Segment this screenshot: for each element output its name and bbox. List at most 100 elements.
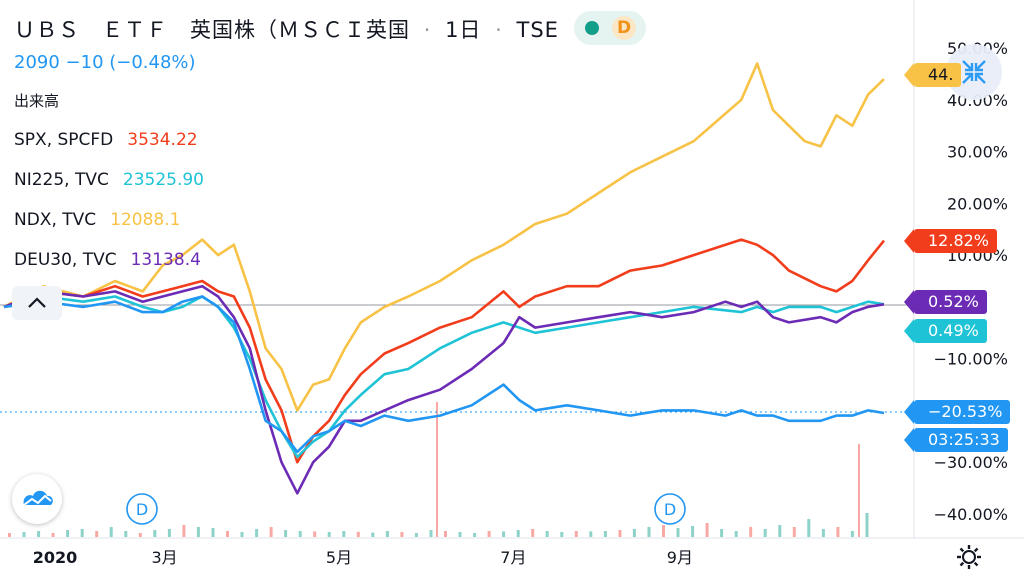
legend-label: SPX, SPCFD: [14, 130, 114, 150]
time-tick-label: 7月: [500, 548, 526, 567]
volume-bar: [749, 527, 753, 537]
volume-bar: [269, 527, 273, 537]
volume-bar: [51, 533, 55, 537]
volume-bar: [356, 531, 360, 537]
series-line: [3, 295, 885, 459]
volume-bar: [836, 527, 840, 537]
volume-bar: [531, 529, 535, 537]
volume-bar: [109, 527, 113, 537]
price-tick-label: −40.00%: [934, 505, 1008, 524]
series-line: [3, 238, 886, 464]
bar-countdown: 03:25:33: [904, 428, 1008, 452]
volume-bar: [95, 531, 99, 537]
collapse-legend-button[interactable]: [12, 286, 62, 320]
legend-value: 12088.1: [110, 210, 181, 230]
legend-item-ni225[interactable]: NI225, TVC 23525.90: [14, 170, 204, 190]
volume-bar: [444, 531, 447, 537]
price-change-line: 2090 −10 (−0.48%): [14, 52, 196, 73]
legend-item-spx[interactable]: SPX, SPCFD 3534.22: [14, 130, 198, 150]
price-tag-ni225: 0.49%: [904, 319, 987, 343]
volume-bar: [138, 533, 142, 537]
legend-value: 13138.4: [130, 250, 201, 270]
volume-spike-bar: [858, 444, 860, 537]
price-tick-label: −30.00%: [934, 453, 1008, 472]
shrink-arrows-icon: [962, 60, 986, 84]
volume-bar: [153, 530, 157, 537]
price-tick-label: 20.00%: [947, 194, 1008, 213]
volume-bar: [589, 531, 593, 537]
volume-bar: [691, 526, 695, 537]
price-tick-label: 30.00%: [947, 143, 1008, 162]
legend-label: DEU30, TVC: [14, 250, 117, 270]
legend-value: 23525.90: [122, 170, 204, 190]
dividend-marker: [126, 493, 158, 525]
volume-bar: [473, 533, 477, 537]
volume-bar: [80, 529, 84, 537]
volume-bar: [618, 530, 622, 537]
price-tag-main: −20.53%: [903, 400, 1011, 424]
volume-bar: [400, 532, 404, 537]
volume-bar: [284, 530, 288, 537]
time-tick-label: 9月: [667, 548, 693, 567]
volume-bar: [705, 523, 709, 537]
volume-bar: [603, 531, 607, 537]
market-open-dot-icon: [585, 21, 599, 35]
volume-bar: [196, 527, 200, 537]
volume-bar: [342, 531, 346, 537]
volume-bar: [778, 525, 782, 537]
volume-bar: [850, 531, 854, 537]
volume-bar: [298, 531, 302, 537]
volume-bar: [313, 531, 317, 537]
price-tag-ndx: 44.: [903, 63, 962, 87]
volume-bar: [632, 529, 636, 537]
cloud-logo-icon: [23, 490, 53, 506]
series-lines: [3, 62, 886, 495]
legend-label: NDX, TVC: [14, 210, 97, 230]
volume-bar: [385, 531, 389, 537]
volume-bar: [37, 531, 41, 537]
volume-bar: [662, 525, 665, 537]
chevron-up-icon: [28, 297, 46, 308]
time-axis-ticks: 2020 3月 5月 7月 9月: [33, 548, 693, 567]
series-line: [3, 62, 885, 412]
volume-bar: [763, 529, 767, 537]
volume-indicator-label[interactable]: 出来高: [14, 92, 60, 110]
title-separator: ·: [423, 18, 432, 42]
legend-label: NI225, TVC: [14, 170, 109, 190]
volume-bar: [255, 529, 259, 537]
price-tag-deu30: 0.52%: [904, 290, 987, 314]
legend-item-deu30[interactable]: DEU30, TVC 13138.4: [14, 250, 201, 270]
volume-bar: [865, 513, 869, 537]
price-tag-spx: 12.82%: [903, 229, 998, 253]
volume-bar: [22, 532, 26, 537]
volume-bar: [124, 531, 128, 537]
dividend-marker-label: D: [664, 500, 676, 519]
symbol-name: ＵＢＳ ＥＴＦ 英国株（ＭＳＣＩ英国: [14, 18, 410, 42]
volume-bar: [182, 525, 186, 537]
volume-bar: [8, 533, 11, 537]
dividend-marker-label: D: [136, 500, 148, 519]
volume-bar: [327, 532, 331, 537]
volume-bar: [560, 532, 564, 537]
market-status-pill[interactable]: D: [574, 11, 646, 45]
volume-bar: [574, 531, 578, 537]
volume-bar: [502, 531, 506, 537]
volume-bar: [676, 528, 680, 537]
interval-label: 1日: [445, 18, 482, 42]
volume-bar: [720, 529, 724, 537]
volume-bar: [371, 532, 375, 537]
price-tick-label: −10.00%: [934, 350, 1008, 369]
volume-bar: [821, 529, 825, 537]
time-tick-label: 5月: [326, 548, 352, 567]
settings-gear-icon[interactable]: [956, 544, 982, 570]
legend-item-ndx[interactable]: NDX, TVC 12088.1: [14, 210, 180, 230]
series-line: [3, 284, 885, 495]
tradingview-logo-button[interactable]: [12, 474, 62, 524]
exchange-label: TSE: [516, 18, 559, 42]
volume-bar: [414, 533, 418, 537]
dividend-marker: [654, 493, 686, 525]
symbol-title[interactable]: ＵＢＳ ＥＴＦ 英国株（ＭＳＣＩ英国 · 1日 · TSE: [14, 14, 559, 44]
volume-bar: [211, 528, 215, 537]
